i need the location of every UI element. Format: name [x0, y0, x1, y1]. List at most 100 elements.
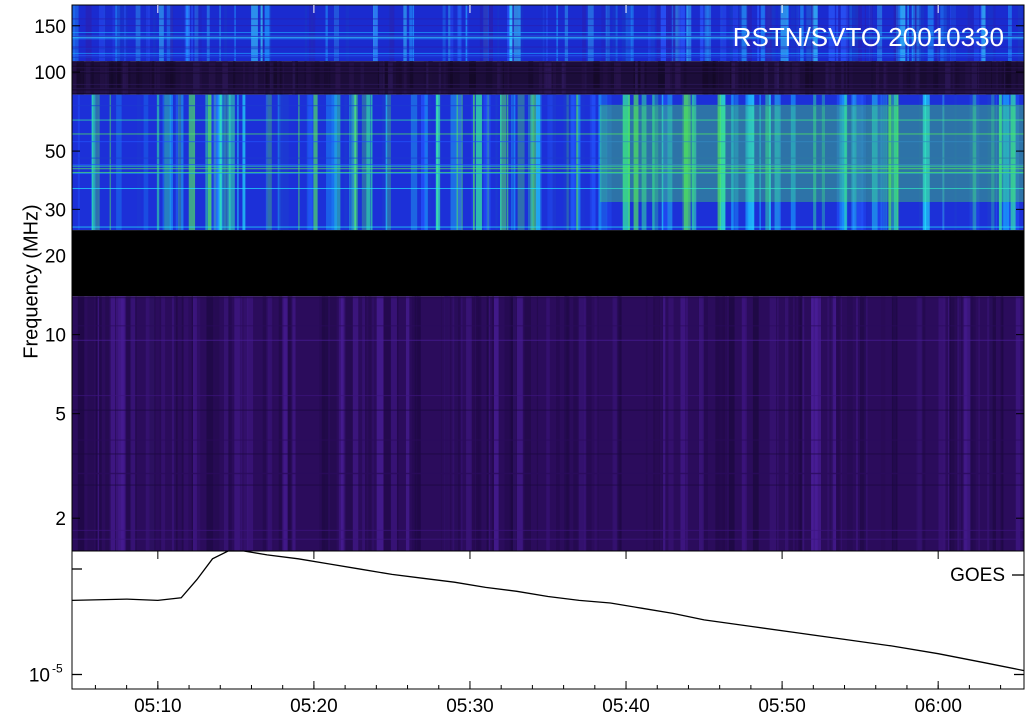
band-texture: [740, 5, 747, 62]
band-texture: [1010, 94, 1016, 231]
band-texture: [712, 61, 716, 95]
band-texture: [852, 94, 855, 231]
band-texture: [666, 5, 672, 62]
band-texture: [460, 296, 463, 551]
band-texture: [685, 296, 688, 551]
band-texture: [136, 61, 140, 95]
band-line: [72, 35, 1024, 37]
band-texture: [516, 296, 523, 551]
band-texture: [497, 61, 503, 95]
band-texture: [116, 94, 122, 231]
band-texture: [148, 5, 151, 62]
band-texture: [219, 5, 221, 62]
band-texture: [314, 61, 320, 95]
band-line: [72, 453, 1024, 455]
band-texture: [170, 5, 174, 62]
band-texture: [207, 94, 212, 231]
band-texture: [472, 94, 475, 231]
band-texture: [294, 61, 298, 95]
band-texture: [764, 5, 771, 62]
band-texture: [265, 5, 271, 62]
band-texture: [372, 296, 374, 551]
band-texture: [205, 94, 208, 231]
band-texture: [528, 94, 530, 231]
band-texture: [175, 94, 179, 231]
band-texture: [625, 5, 633, 62]
band-line: [72, 48, 1024, 50]
x-tick-label: 05:40: [602, 696, 650, 717]
band-line: [72, 105, 1024, 107]
band-line: [72, 168, 1024, 170]
band-texture: [987, 296, 990, 551]
band-texture: [720, 5, 727, 62]
band-texture: [145, 296, 149, 551]
band-texture: [130, 296, 136, 551]
band-texture: [149, 296, 155, 551]
band-texture: [584, 296, 587, 551]
band-texture: [645, 61, 647, 95]
goes-y-tick-exponent: -5: [52, 662, 63, 676]
band-texture: [919, 5, 925, 62]
band-texture: [483, 5, 488, 62]
band-texture: [1015, 61, 1019, 95]
y-tick-label: 50: [45, 142, 66, 163]
band-texture: [107, 61, 114, 95]
band-texture: [308, 94, 314, 231]
band-texture: [72, 61, 78, 95]
band-texture: [85, 61, 91, 95]
band-texture: [507, 61, 509, 95]
band-texture: [352, 94, 355, 231]
band-texture: [391, 296, 398, 551]
band-texture: [668, 296, 674, 551]
band-texture: [713, 61, 719, 95]
band-texture: [829, 296, 833, 551]
band-texture: [992, 5, 996, 62]
band-texture: [637, 61, 641, 95]
band-texture: [613, 61, 621, 95]
band-texture: [894, 5, 897, 62]
band-texture: [979, 5, 982, 62]
x-tick-label: 05:50: [758, 696, 806, 717]
band-texture: [350, 94, 353, 231]
spectrogram-y-ticks: 150 100 50 30 20 10 5 2: [34, 17, 1024, 530]
goes-x-ticks: 05:10 05:20 05:30 05:40 05:50 06:00: [94, 5, 1002, 717]
band-texture: [485, 94, 491, 231]
band-texture: [691, 94, 697, 231]
band-texture: [423, 61, 427, 95]
band-texture: [149, 296, 156, 551]
band-texture: [178, 94, 181, 231]
band-texture: [811, 5, 814, 62]
band-line: [72, 141, 1024, 143]
band-texture: [135, 5, 141, 62]
band-texture: [658, 61, 665, 95]
band-texture: [839, 94, 846, 231]
band-texture: [237, 94, 239, 231]
band-texture: [674, 5, 681, 62]
band-texture: [191, 5, 193, 62]
y-tick-label: 5: [55, 405, 66, 426]
band-texture: [771, 5, 776, 62]
band-texture: [352, 94, 358, 231]
band-texture: [489, 5, 493, 62]
band-texture: [233, 61, 236, 95]
band-texture: [438, 61, 441, 95]
band-texture: [427, 94, 431, 231]
band-texture: [938, 296, 946, 551]
band-texture: [344, 94, 348, 231]
band-texture: [722, 296, 726, 551]
band-texture: [606, 94, 612, 231]
band-texture: [805, 5, 813, 62]
band-texture: [77, 296, 85, 551]
band-texture: [845, 5, 849, 62]
band-texture: [745, 94, 752, 231]
band-texture: [777, 296, 779, 551]
band-texture: [1013, 94, 1020, 231]
band-texture: [493, 296, 499, 551]
band-texture: [893, 5, 899, 62]
band-texture: [182, 61, 186, 95]
band-texture: [841, 61, 849, 95]
band-line: [72, 133, 1024, 135]
band-texture: [780, 5, 788, 62]
band-texture: [954, 61, 960, 95]
band-line: [72, 473, 1024, 475]
